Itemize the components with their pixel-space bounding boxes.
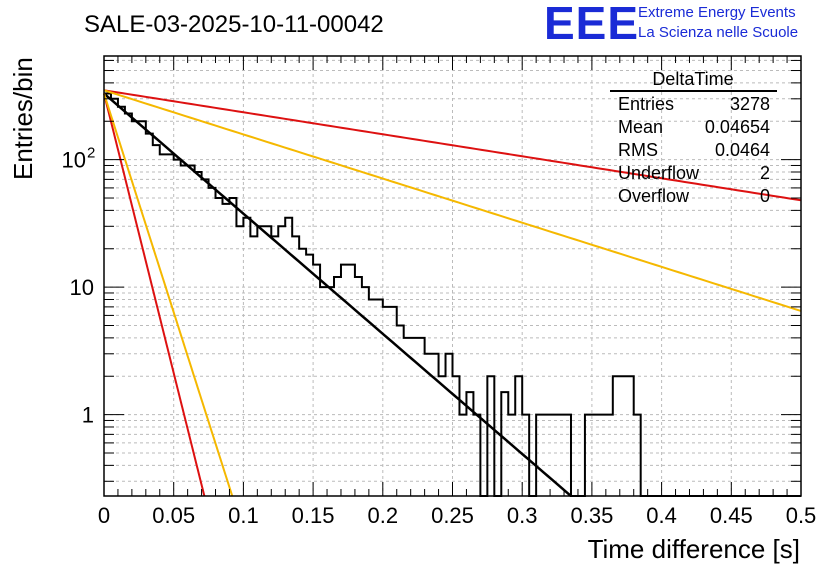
histogram-steps [104,92,801,497]
stats-label: Mean [618,117,663,137]
axis-ticks [103,56,802,496]
y-tick-exponent: 2 [87,145,95,162]
fit-curves [103,89,802,497]
stats-box-title: DeltaTime [652,69,733,89]
stats-box: DeltaTime Entries 3278 Mean 0.04654 RMS 0.046… [610,69,777,206]
x-tick-label: 0.15 [292,503,335,528]
y-tick-label: 10 [62,148,86,173]
fit-curve-upper-slow [103,89,802,202]
stats-value: 3278 [730,94,770,114]
stats-label: Overflow [618,186,690,206]
eee-logo: EEE Extreme Energy Events La Scienza nel… [540,0,834,49]
stats-label: Entries [618,94,674,114]
logo-line-2: La Scienza nelle Scuole [638,24,799,41]
x-tick-label: 0.45 [710,503,753,528]
y-tick-label: 1 [82,403,94,428]
fit-curve-lower-mid [103,93,234,497]
x-tick-label: 0.35 [570,503,613,528]
y-tick-label: 10 [70,275,94,300]
x-tick-label: 0.5 [786,503,817,528]
logo-line-1: Extreme Energy Events [638,4,796,21]
x-tick-label: 0.05 [152,503,195,528]
x-tick-label: 0.2 [368,503,399,528]
x-tick-label: 0.25 [431,503,474,528]
x-tick-label: 0.1 [228,503,259,528]
stats-value: 2 [760,163,770,183]
eee-logo-mark: EEE [544,0,640,49]
stats-value: 0.0464 [715,140,770,160]
stats-label: RMS [618,140,658,160]
tick-labels: 0 0.05 0.1 0.15 0.2 0.25 0.3 0.35 0.4 0.45 0.5 1 10 1… [62,145,817,528]
stats-value: 0 [760,186,770,206]
fit-curve-upper-mid [103,89,802,312]
fit-curve-fit [103,92,572,497]
stats-value: 0.04654 [705,117,770,137]
x-axis-label: Time difference [s] [588,534,800,564]
histogram [104,92,801,497]
y-axis-label: Entries/bin [8,57,38,180]
grid-lines [104,56,801,496]
stats-label: Underflow [618,163,700,183]
x-tick-label: 0.3 [507,503,538,528]
x-tick-label: 0 [98,503,110,528]
x-tick-label: 0.4 [646,503,677,528]
chart-title: SALE-03-2025-10-11-00042 [84,11,384,38]
fit-curve-lower-fast [103,93,206,497]
